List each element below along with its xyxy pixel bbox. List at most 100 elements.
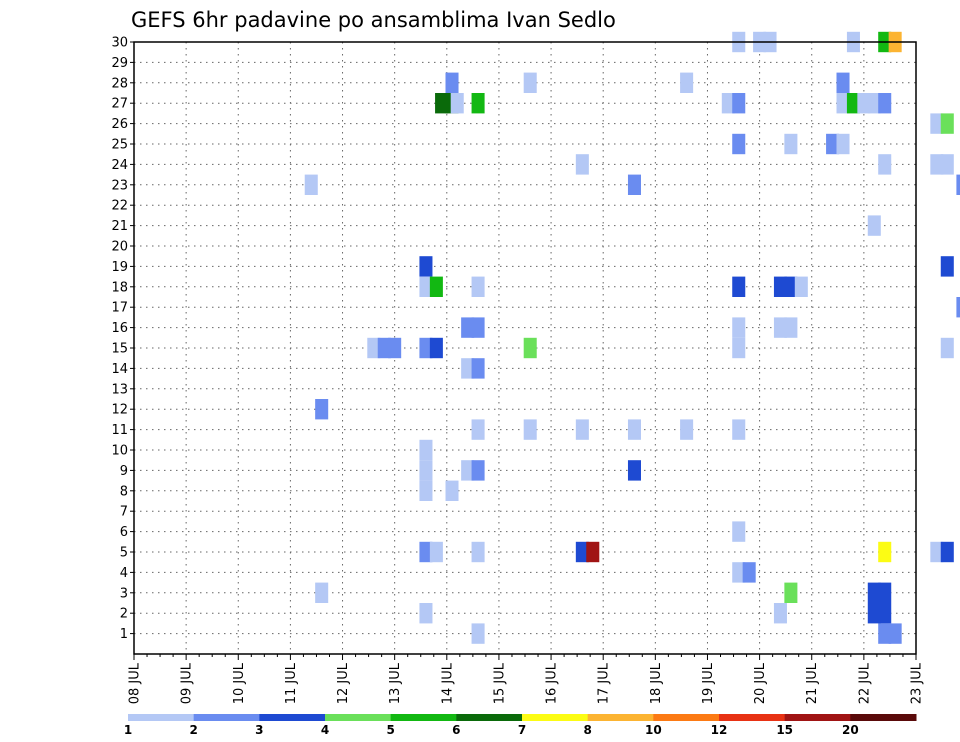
heatmap-cell <box>419 480 433 501</box>
heatmap-cell <box>732 337 746 359</box>
colorbar-label: 7 <box>518 723 526 737</box>
colorbar-swatch <box>193 714 260 721</box>
heatmap-cell <box>461 460 475 481</box>
heatmap-cell <box>471 419 485 440</box>
heatmap-cell <box>857 93 871 114</box>
x-tick-label: 16 JUL <box>545 662 560 704</box>
colorbar-swatch <box>653 714 720 721</box>
y-tick-label: 7 <box>120 505 128 520</box>
colorbar-swatch <box>325 714 392 721</box>
heatmap-cell <box>940 256 954 277</box>
y-tick-label: 24 <box>111 158 128 173</box>
heatmap-cell <box>940 113 954 134</box>
y-tick-label: 23 <box>111 178 128 193</box>
heatmap-cell <box>846 93 860 114</box>
heatmap-cell <box>419 603 433 624</box>
colorbar-swatch <box>456 714 523 721</box>
y-tick-label: 4 <box>120 566 128 581</box>
heatmap-cell <box>315 582 329 603</box>
heatmap-cell <box>471 93 485 114</box>
heatmap-cell <box>878 603 892 624</box>
heatmap-cell <box>784 317 798 338</box>
colorbar-label: 6 <box>452 723 460 737</box>
heatmap-cell <box>471 460 485 481</box>
heatmap-cell <box>419 439 433 461</box>
y-tick-label: 6 <box>120 525 128 540</box>
heatmap-cell <box>445 72 459 93</box>
colorbar-swatch <box>390 714 457 721</box>
colorbar-swatch <box>719 714 786 721</box>
colorbar-label: 12 <box>711 723 728 737</box>
heatmap-cell <box>680 72 694 93</box>
colorbar-swatch <box>587 714 654 721</box>
x-tick-label: 20 JUL <box>753 662 768 704</box>
x-tick-label: 15 JUL <box>492 662 507 704</box>
heatmap-cell <box>867 582 881 603</box>
y-tick-label: 25 <box>111 138 128 153</box>
heatmap-cell <box>627 174 641 195</box>
heatmap-cell <box>419 337 433 359</box>
heatmap-cell <box>784 582 798 603</box>
colorbar-swatch <box>128 714 195 721</box>
colorbar-swatch <box>522 714 589 721</box>
heatmap-cell <box>773 276 787 297</box>
x-tick-label: 11 JUL <box>284 662 299 704</box>
x-tick-label: 23 JUL <box>910 662 925 704</box>
chart-title: GEFS 6hr padavine po ansamblima Ivan Sed… <box>131 8 616 32</box>
heatmap-cell <box>627 460 641 481</box>
heatmap-cell <box>878 623 892 644</box>
x-tick-label: 09 JUL <box>180 662 195 704</box>
heatmap-cell <box>784 133 798 155</box>
heatmap-cell <box>836 93 850 114</box>
heatmap-cell <box>732 521 746 542</box>
colorbar-swatch <box>259 714 326 721</box>
heatmap-cell <box>471 358 485 379</box>
colorbar-swatch <box>784 714 851 721</box>
y-tick-label: 26 <box>111 117 128 132</box>
heatmap-cell <box>315 399 329 420</box>
heatmap-cell <box>878 541 892 563</box>
colorbar-label: 10 <box>645 723 662 737</box>
heatmap-cell <box>878 93 892 114</box>
colorbar-label: 15 <box>776 723 793 737</box>
y-tick-label: 16 <box>111 321 128 336</box>
y-tick-label: 30 <box>111 36 128 51</box>
heatmap-cell <box>773 317 787 338</box>
colorbar-label: 3 <box>255 723 263 737</box>
y-tick-label: 18 <box>111 280 128 295</box>
colorbar-label: 5 <box>386 723 394 737</box>
heatmap-cell <box>419 276 433 297</box>
heatmap-cell <box>461 358 475 379</box>
y-tick-label: 28 <box>111 76 128 91</box>
heatmap-cell <box>940 337 954 359</box>
heatmap-cell <box>836 133 850 155</box>
heatmap-cell <box>471 276 485 297</box>
heatmap-cell <box>888 623 902 644</box>
heatmap-cell <box>867 603 881 624</box>
heatmap-cell <box>435 93 449 114</box>
heatmap-cell <box>940 541 954 563</box>
x-tick-label: 22 JUL <box>857 662 872 704</box>
heatmap-cell <box>732 317 746 338</box>
x-tick-label: 13 JUL <box>388 662 403 704</box>
y-tick-label: 13 <box>111 382 128 397</box>
y-tick-label: 27 <box>111 97 128 112</box>
heatmap-cell <box>523 419 537 440</box>
heatmap-cell <box>461 317 475 338</box>
heatmap-cell <box>732 419 746 440</box>
heatmap-cell <box>930 113 944 134</box>
x-tick-label: 08 JUL <box>128 662 143 704</box>
heatmap-cell <box>367 337 381 359</box>
y-tick-label: 11 <box>111 423 128 438</box>
y-tick-label: 2 <box>120 607 128 622</box>
heatmap-cell <box>878 154 892 175</box>
y-tick-label: 20 <box>111 240 128 255</box>
heatmap-cell <box>930 154 944 175</box>
heatmap-cell <box>429 337 443 359</box>
heatmap-cell <box>836 72 850 93</box>
y-tick-label: 3 <box>120 586 128 601</box>
y-tick-label: 14 <box>111 362 128 377</box>
y-tick-label: 22 <box>111 199 128 214</box>
y-tick-label: 29 <box>111 56 128 71</box>
heatmap-cell <box>575 154 589 175</box>
